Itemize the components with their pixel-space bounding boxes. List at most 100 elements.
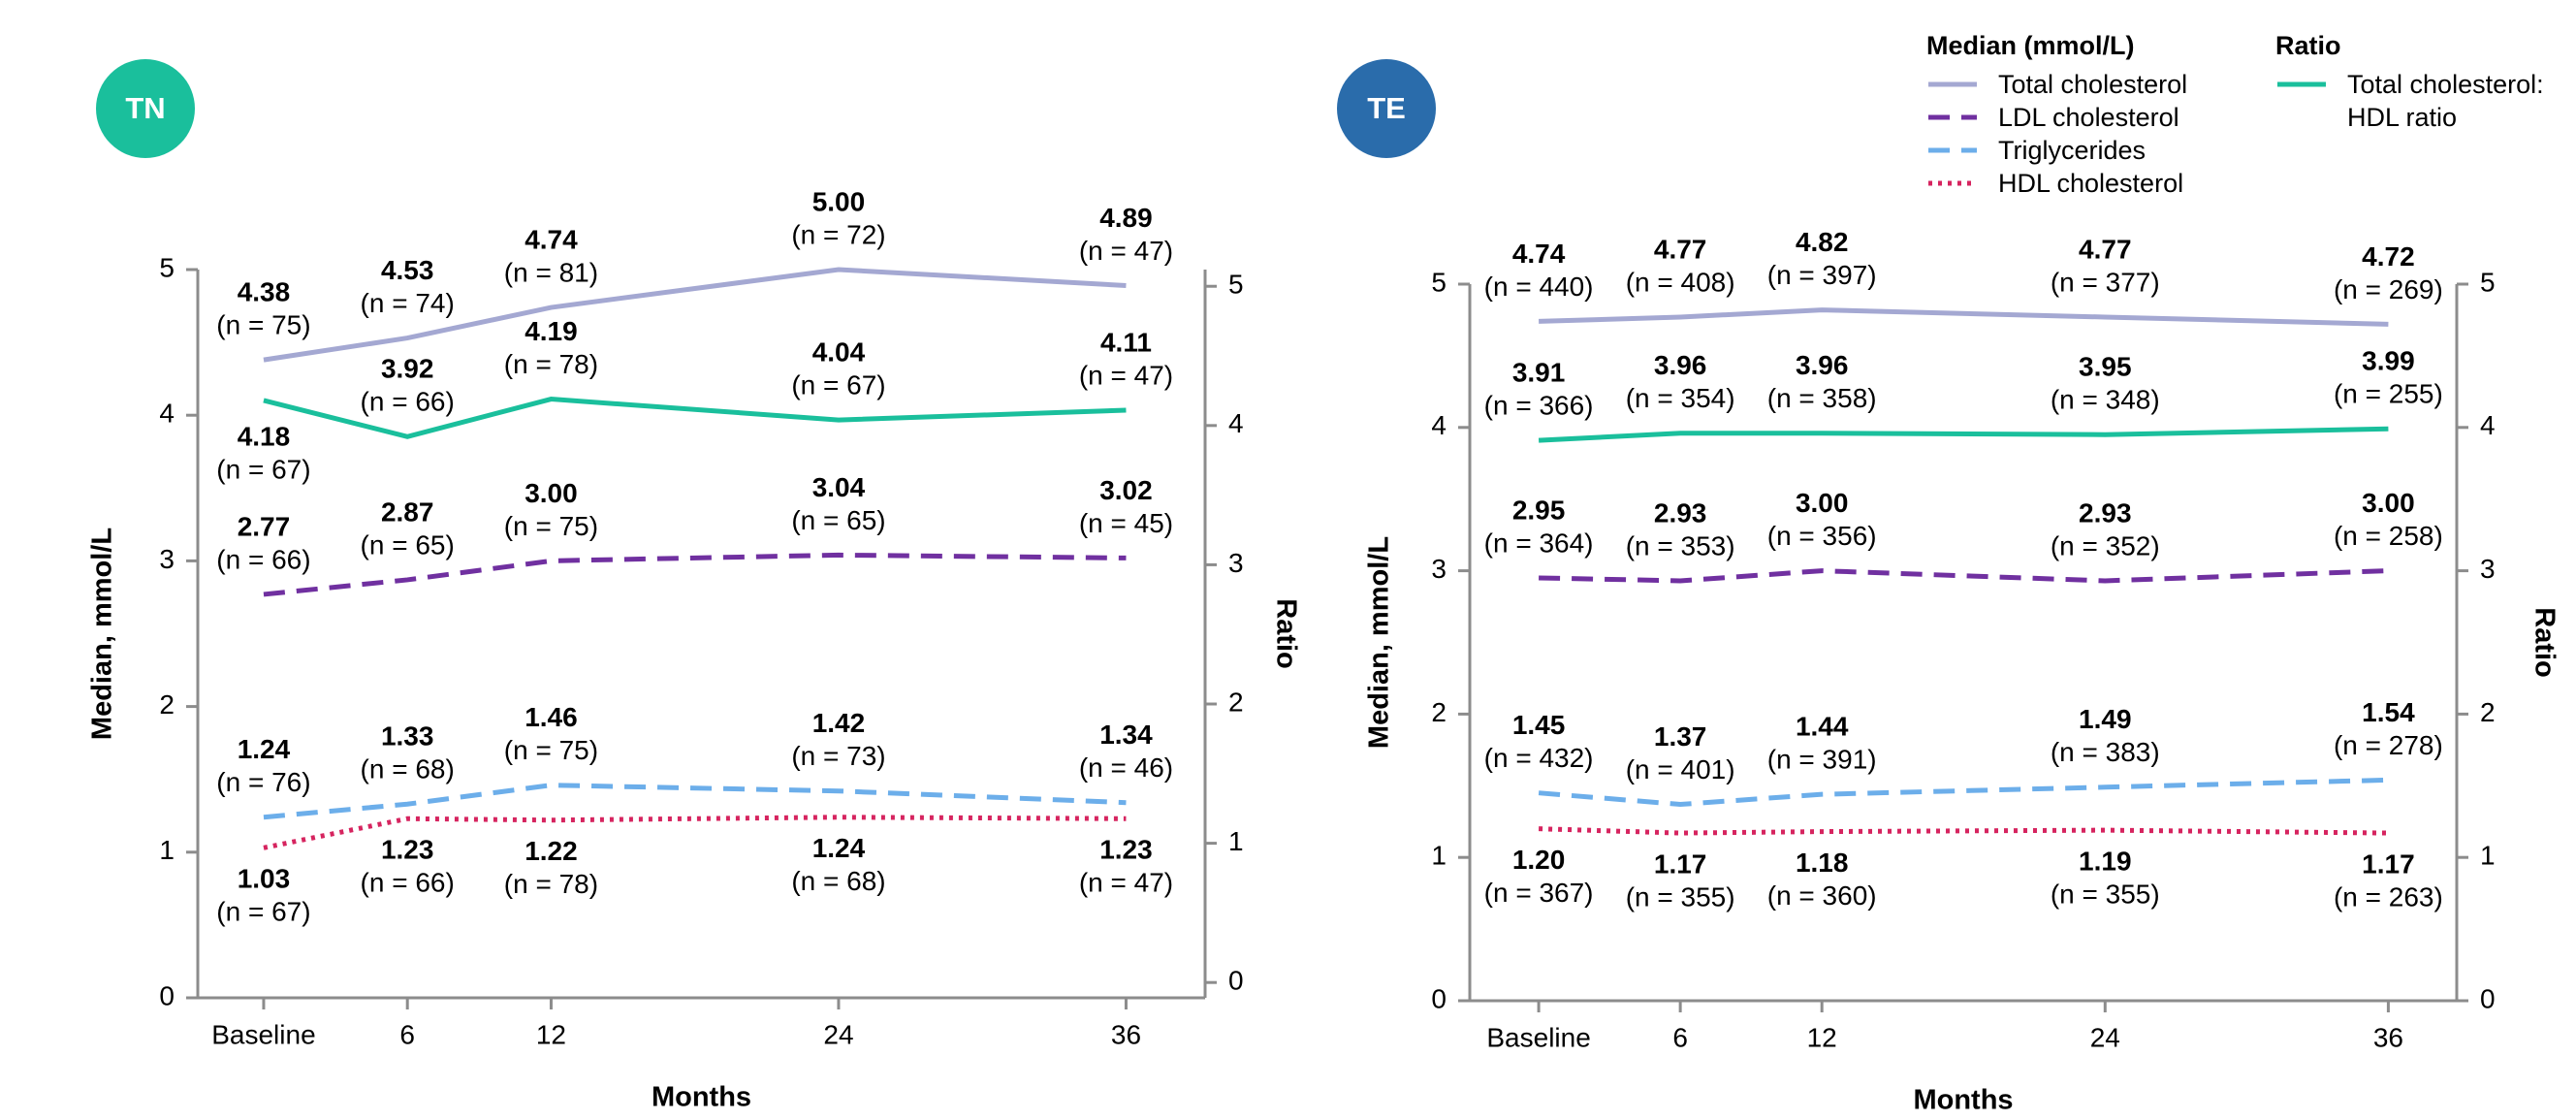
series-line xyxy=(1538,777,2389,808)
y2-tick-label: 3 xyxy=(1228,548,1244,578)
legend-label: HDL cholesterol xyxy=(1998,169,2184,198)
x-tick-label: 6 xyxy=(1672,1022,1688,1052)
value-label: 3.00 xyxy=(1796,488,1849,518)
n-label: (n = 358) xyxy=(1767,383,1877,413)
n-label: (n = 67) xyxy=(791,369,885,400)
series-line xyxy=(1538,426,2389,443)
n-label: (n = 397) xyxy=(1767,260,1877,290)
x-axis-title: Months xyxy=(1913,1085,2013,1116)
legend-label: Total cholesterol: HDL ratio xyxy=(2347,70,2544,132)
n-label: (n = 355) xyxy=(2051,880,2160,910)
value-label: 1.17 xyxy=(2362,848,2415,879)
n-label: (n = 68) xyxy=(791,866,885,896)
value-label: 1.18 xyxy=(1796,848,1849,878)
x-tick-label: 36 xyxy=(1111,1019,1141,1049)
n-label: (n = 47) xyxy=(1079,868,1173,898)
y-tick-label: 5 xyxy=(159,252,175,282)
value-label: 1.33 xyxy=(381,721,434,752)
n-label: (n = 81) xyxy=(504,257,598,287)
n-label: (n = 47) xyxy=(1079,360,1173,390)
value-label: 3.95 xyxy=(2079,352,2132,382)
panel-badge xyxy=(96,59,195,158)
value-label: 1.20 xyxy=(1512,845,1566,875)
n-label: (n = 408) xyxy=(1626,267,1735,297)
n-label: (n = 360) xyxy=(1767,880,1877,911)
value-label: 1.44 xyxy=(1796,712,1849,742)
value-label: 3.00 xyxy=(2362,488,2415,518)
value-label: 2.93 xyxy=(1654,497,1707,528)
value-label: 1.24 xyxy=(812,833,866,863)
value-label: 4.11 xyxy=(1100,327,1152,357)
y-tick-label: 2 xyxy=(1431,697,1447,727)
y2-axis-title: Ratio xyxy=(2528,607,2560,678)
value-label: 1.54 xyxy=(2362,697,2415,727)
n-label: (n = 74) xyxy=(361,288,455,318)
n-label: (n = 73) xyxy=(791,741,885,771)
value-label: 4.89 xyxy=(1099,203,1153,233)
value-label: 3.92 xyxy=(381,354,434,384)
panel-title: TE xyxy=(1367,91,1406,125)
value-label: 1.23 xyxy=(1099,835,1153,865)
n-label: (n = 68) xyxy=(361,754,455,784)
n-label: (n = 366) xyxy=(1484,390,1594,420)
value-label: 5.00 xyxy=(812,186,866,216)
value-label: 1.46 xyxy=(525,702,578,732)
value-label: 4.38 xyxy=(238,277,291,307)
value-label: 1.24 xyxy=(238,734,291,764)
legend-label: LDL cholesterol xyxy=(1998,103,2179,132)
value-label: 4.53 xyxy=(381,255,434,285)
value-label: 4.77 xyxy=(2079,234,2132,264)
n-label: (n = 45) xyxy=(1079,508,1173,538)
n-label: (n = 78) xyxy=(504,349,598,379)
y2-tick-label: 2 xyxy=(2480,697,2496,727)
n-label: (n = 65) xyxy=(361,529,455,560)
y2-tick-label: 5 xyxy=(1228,270,1244,300)
legend-title: Median (mmol/L) xyxy=(1926,31,2135,60)
value-label: 4.18 xyxy=(238,421,291,451)
y-tick-label: 0 xyxy=(1431,983,1447,1013)
n-label: (n = 355) xyxy=(1626,881,1735,912)
value-label: 1.49 xyxy=(2079,704,2132,734)
value-label: 1.37 xyxy=(1654,721,1707,752)
n-label: (n = 348) xyxy=(2051,385,2160,415)
n-label: (n = 353) xyxy=(1626,530,1735,560)
series-line xyxy=(263,783,1127,820)
legend-swatch xyxy=(1928,114,1977,120)
y-axis-title: Median, mmol/L xyxy=(1364,536,1395,749)
legend-swatch xyxy=(1928,147,1977,153)
n-label: (n = 47) xyxy=(1079,236,1173,266)
n-label: (n = 440) xyxy=(1484,272,1594,302)
series-line xyxy=(1539,826,2389,836)
n-label: (n = 258) xyxy=(2334,521,2443,551)
y-tick-label: 5 xyxy=(1431,267,1447,297)
n-label: (n = 401) xyxy=(1626,754,1735,784)
legend-entry: Total cholesterol xyxy=(1926,68,2187,101)
legend-swatch xyxy=(1928,81,1977,87)
value-label: 3.04 xyxy=(812,472,866,502)
n-label: (n = 352) xyxy=(2051,530,2160,560)
value-label: 1.34 xyxy=(1099,720,1153,750)
y-tick-label: 0 xyxy=(159,980,175,1010)
n-label: (n = 255) xyxy=(2334,379,2443,409)
legend-label: Total cholesterol xyxy=(1998,70,2188,99)
n-label: (n = 278) xyxy=(2334,730,2443,760)
y2-tick-label: 3 xyxy=(2480,554,2496,584)
y2-tick-label: 0 xyxy=(1228,966,1244,996)
value-label: 4.19 xyxy=(525,316,578,346)
legend-label: Triglycerides xyxy=(1998,136,2147,165)
n-label: (n = 263) xyxy=(2334,881,2443,912)
value-label: 4.74 xyxy=(525,224,578,254)
value-label: 1.42 xyxy=(812,708,866,738)
value-label: 4.82 xyxy=(1796,227,1849,257)
value-label: 2.77 xyxy=(238,511,291,541)
x-tick-label: Baseline xyxy=(211,1019,315,1049)
value-label: 3.91 xyxy=(1512,357,1566,387)
n-label: (n = 67) xyxy=(216,897,310,927)
y-tick-label: 3 xyxy=(1431,554,1447,584)
n-label: (n = 356) xyxy=(1767,521,1877,551)
legend-entry: LDL cholesterol xyxy=(1926,101,2187,134)
